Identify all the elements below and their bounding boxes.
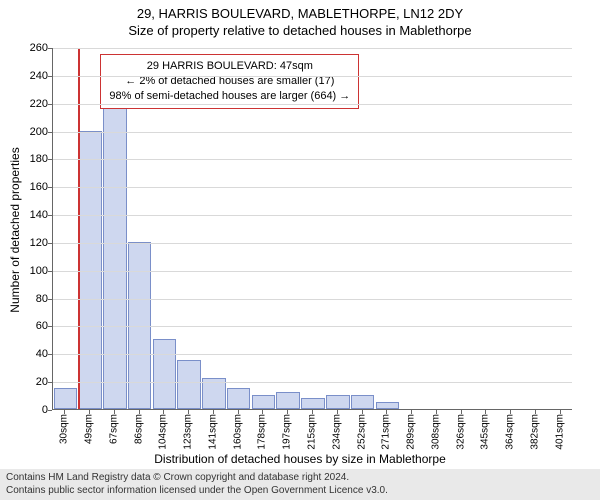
footer-line2: Contains public sector information licen… [6, 485, 594, 498]
ytick-label: 120 [8, 237, 48, 249]
gridline [53, 243, 572, 244]
title-subtitle: Size of property relative to detached ho… [0, 21, 600, 38]
bar [301, 398, 325, 409]
xtick-label: 234sqm [331, 414, 342, 450]
bar [276, 392, 300, 409]
gridline [53, 271, 572, 272]
ytick-label: 220 [8, 98, 48, 110]
ytick-label: 40 [8, 348, 48, 360]
chart-area: 29 HARRIS BOULEVARD: 47sqm ← 2% of detac… [52, 48, 572, 410]
ytick-mark [48, 354, 52, 355]
ytick-mark [48, 410, 52, 411]
ytick-mark [48, 104, 52, 105]
title-address: 29, HARRIS BOULEVARD, MABLETHORPE, LN12 … [0, 0, 600, 21]
ytick-label: 80 [8, 293, 48, 305]
xtick-label: 289sqm [406, 414, 417, 450]
ytick-label: 20 [8, 376, 48, 388]
gridline [53, 48, 572, 49]
gridline [53, 215, 572, 216]
xtick-label: 326sqm [455, 414, 466, 450]
xtick-label: 30sqm [59, 414, 70, 444]
bar [54, 388, 78, 409]
gridline [53, 132, 572, 133]
xtick-label: 178sqm [257, 414, 268, 450]
gridline [53, 104, 572, 105]
ytick-label: 140 [8, 209, 48, 221]
footer-attribution: Contains HM Land Registry data © Crown c… [0, 469, 600, 500]
bar [351, 395, 375, 409]
xtick-label: 215sqm [307, 414, 318, 450]
plot-region: 29 HARRIS BOULEVARD: 47sqm ← 2% of detac… [52, 48, 572, 410]
x-axis-label: Distribution of detached houses by size … [0, 452, 600, 466]
xtick-label: 49sqm [84, 414, 95, 444]
xtick-label: 67sqm [108, 414, 119, 444]
y-axis-label: Number of detached properties [8, 147, 22, 312]
ytick-mark [48, 187, 52, 188]
footer-line1: Contains HM Land Registry data © Crown c… [6, 472, 594, 485]
gridline [53, 299, 572, 300]
ytick-mark [48, 243, 52, 244]
xtick-label: 197sqm [282, 414, 293, 450]
xtick-label: 252sqm [356, 414, 367, 450]
ytick-mark [48, 299, 52, 300]
info-line-larger: 98% of semi-detached houses are larger (… [109, 89, 350, 104]
gridline [53, 326, 572, 327]
xtick-label: 271sqm [381, 414, 392, 450]
ytick-label: 200 [8, 126, 48, 138]
bar [177, 360, 201, 409]
xtick-label: 345sqm [480, 414, 491, 450]
xtick-label: 86sqm [133, 414, 144, 444]
ytick-mark [48, 271, 52, 272]
bar [103, 105, 127, 409]
ytick-label: 0 [8, 404, 48, 416]
bar [326, 395, 350, 409]
ytick-mark [48, 159, 52, 160]
gridline [53, 354, 572, 355]
bar [376, 402, 400, 409]
xtick-label: 160sqm [232, 414, 243, 450]
ytick-label: 180 [8, 153, 48, 165]
ytick-label: 260 [8, 42, 48, 54]
gridline [53, 159, 572, 160]
ytick-mark [48, 48, 52, 49]
info-callout-box: 29 HARRIS BOULEVARD: 47sqm ← 2% of detac… [100, 54, 359, 109]
xtick-label: 104sqm [158, 414, 169, 450]
ytick-mark [48, 215, 52, 216]
bar [153, 339, 177, 409]
bar [252, 395, 276, 409]
xtick-label: 401sqm [554, 414, 565, 450]
ytick-label: 60 [8, 320, 48, 332]
gridline [53, 76, 572, 77]
xtick-label: 382sqm [529, 414, 540, 450]
ytick-label: 160 [8, 181, 48, 193]
info-line-size: 29 HARRIS BOULEVARD: 47sqm [109, 59, 350, 74]
bar [78, 131, 102, 409]
ytick-mark [48, 76, 52, 77]
xtick-label: 364sqm [505, 414, 516, 450]
ytick-mark [48, 326, 52, 327]
ytick-label: 240 [8, 70, 48, 82]
bar [227, 388, 251, 409]
ytick-mark [48, 132, 52, 133]
xtick-label: 123sqm [183, 414, 194, 450]
xtick-label: 141sqm [207, 414, 218, 450]
xtick-label: 308sqm [430, 414, 441, 450]
gridline [53, 187, 572, 188]
ytick-label: 100 [8, 265, 48, 277]
gridline [53, 382, 572, 383]
ytick-mark [48, 382, 52, 383]
